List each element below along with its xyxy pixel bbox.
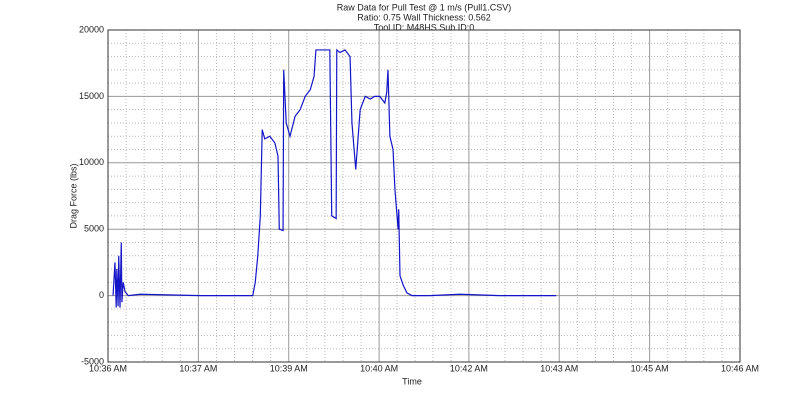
x-tick-label: 10:46 AM — [721, 363, 759, 373]
x-tick-label: 10:43 AM — [540, 363, 578, 373]
data-line — [112, 48, 557, 308]
y-axis-label: Drag Force (lbs) — [68, 163, 78, 228]
x-tick-label: 10:42 AM — [450, 363, 488, 373]
y-tick-label: 0 — [99, 290, 104, 300]
plot-area — [108, 30, 740, 362]
y-tick-label: 5000 — [84, 224, 104, 234]
chart-caption: Tool ID: M48HS Sub ID:0 — [374, 22, 475, 32]
x-tick-label: 10:40 AM — [360, 363, 398, 373]
y-tick-label: 15000 — [79, 91, 104, 101]
plot-border — [107, 29, 741, 363]
y-tick-label: 10000 — [79, 157, 104, 167]
y-tick-label: 20000 — [79, 24, 104, 34]
x-tick-label: 10:37 AM — [179, 363, 217, 373]
y-tick-label: -5000 — [81, 356, 104, 366]
chart-subtitle: Ratio: 0.75 Wall Thickness: 0.562 — [357, 12, 491, 22]
chart-title: Raw Data for Pull Test @ 1 m/s (Pull1.CS… — [337, 2, 512, 12]
x-tick-label: 10:45 AM — [631, 363, 669, 373]
x-tick-label: 10:36 AM — [89, 363, 127, 373]
x-tick-label: 10:39 AM — [270, 363, 308, 373]
x-axis-label: Time — [402, 376, 422, 386]
